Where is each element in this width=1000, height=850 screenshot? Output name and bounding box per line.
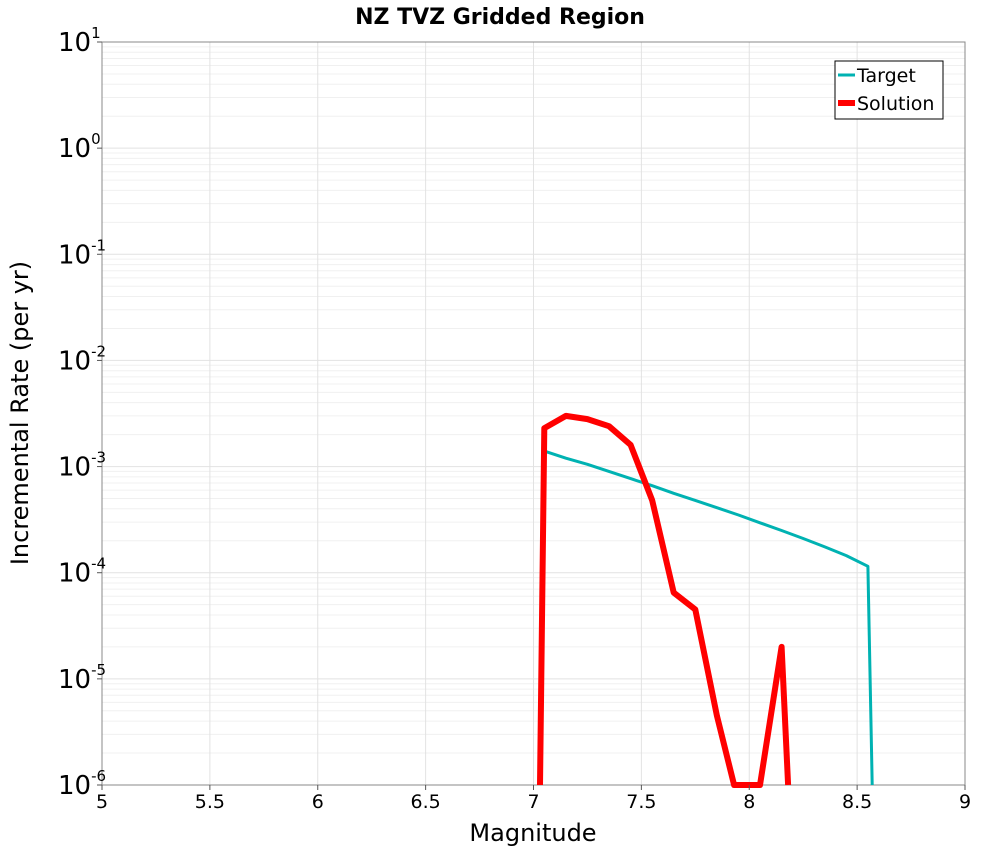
legend-label-target: Target bbox=[856, 65, 916, 87]
x-tick-label: 8 bbox=[743, 791, 755, 813]
x-tick-label: 6.5 bbox=[411, 791, 441, 813]
x-tick-label: 7.5 bbox=[626, 791, 656, 813]
legend: Target Solution bbox=[834, 60, 944, 120]
series-line-solution bbox=[537, 412, 792, 788]
x-tick-label: 5.5 bbox=[195, 791, 225, 813]
y-tick-label: 100 bbox=[58, 130, 101, 164]
x-tick-label: 8.5 bbox=[842, 791, 872, 813]
series-group bbox=[537, 412, 874, 788]
y-axis-label: Incremental Rate (per yr) bbox=[6, 261, 34, 565]
x-tick-labels: 5 5.5 6 6.5 7 7.5 8 8.5 9 bbox=[96, 785, 971, 813]
chart-title: NZ TVZ Gridded Region bbox=[355, 5, 645, 30]
grid bbox=[101, 41, 966, 786]
x-tick-label: 5 bbox=[96, 791, 108, 813]
y-tick-label: 10-4 bbox=[58, 555, 106, 589]
series-line-target bbox=[543, 449, 874, 786]
x-tick-label: 9 bbox=[959, 791, 971, 813]
x-tick-label: 7 bbox=[527, 791, 539, 813]
y-tick-label: 10-5 bbox=[58, 661, 106, 695]
y-tick-label: 10-6 bbox=[58, 767, 106, 801]
x-tick-label: 6 bbox=[312, 791, 324, 813]
y-tick-label: 10-1 bbox=[58, 236, 106, 270]
legend-box bbox=[834, 60, 944, 120]
y-tick-label: 10-2 bbox=[58, 342, 106, 376]
y-tick-label: 10-3 bbox=[58, 449, 106, 483]
y-tick-labels: 10-6 10-5 10-4 10-3 10-2 10-1 100 101 bbox=[58, 24, 106, 801]
x-axis-label: Magnitude bbox=[469, 819, 596, 847]
legend-label-solution: Solution bbox=[857, 93, 934, 115]
y-tick-label: 101 bbox=[58, 24, 101, 58]
